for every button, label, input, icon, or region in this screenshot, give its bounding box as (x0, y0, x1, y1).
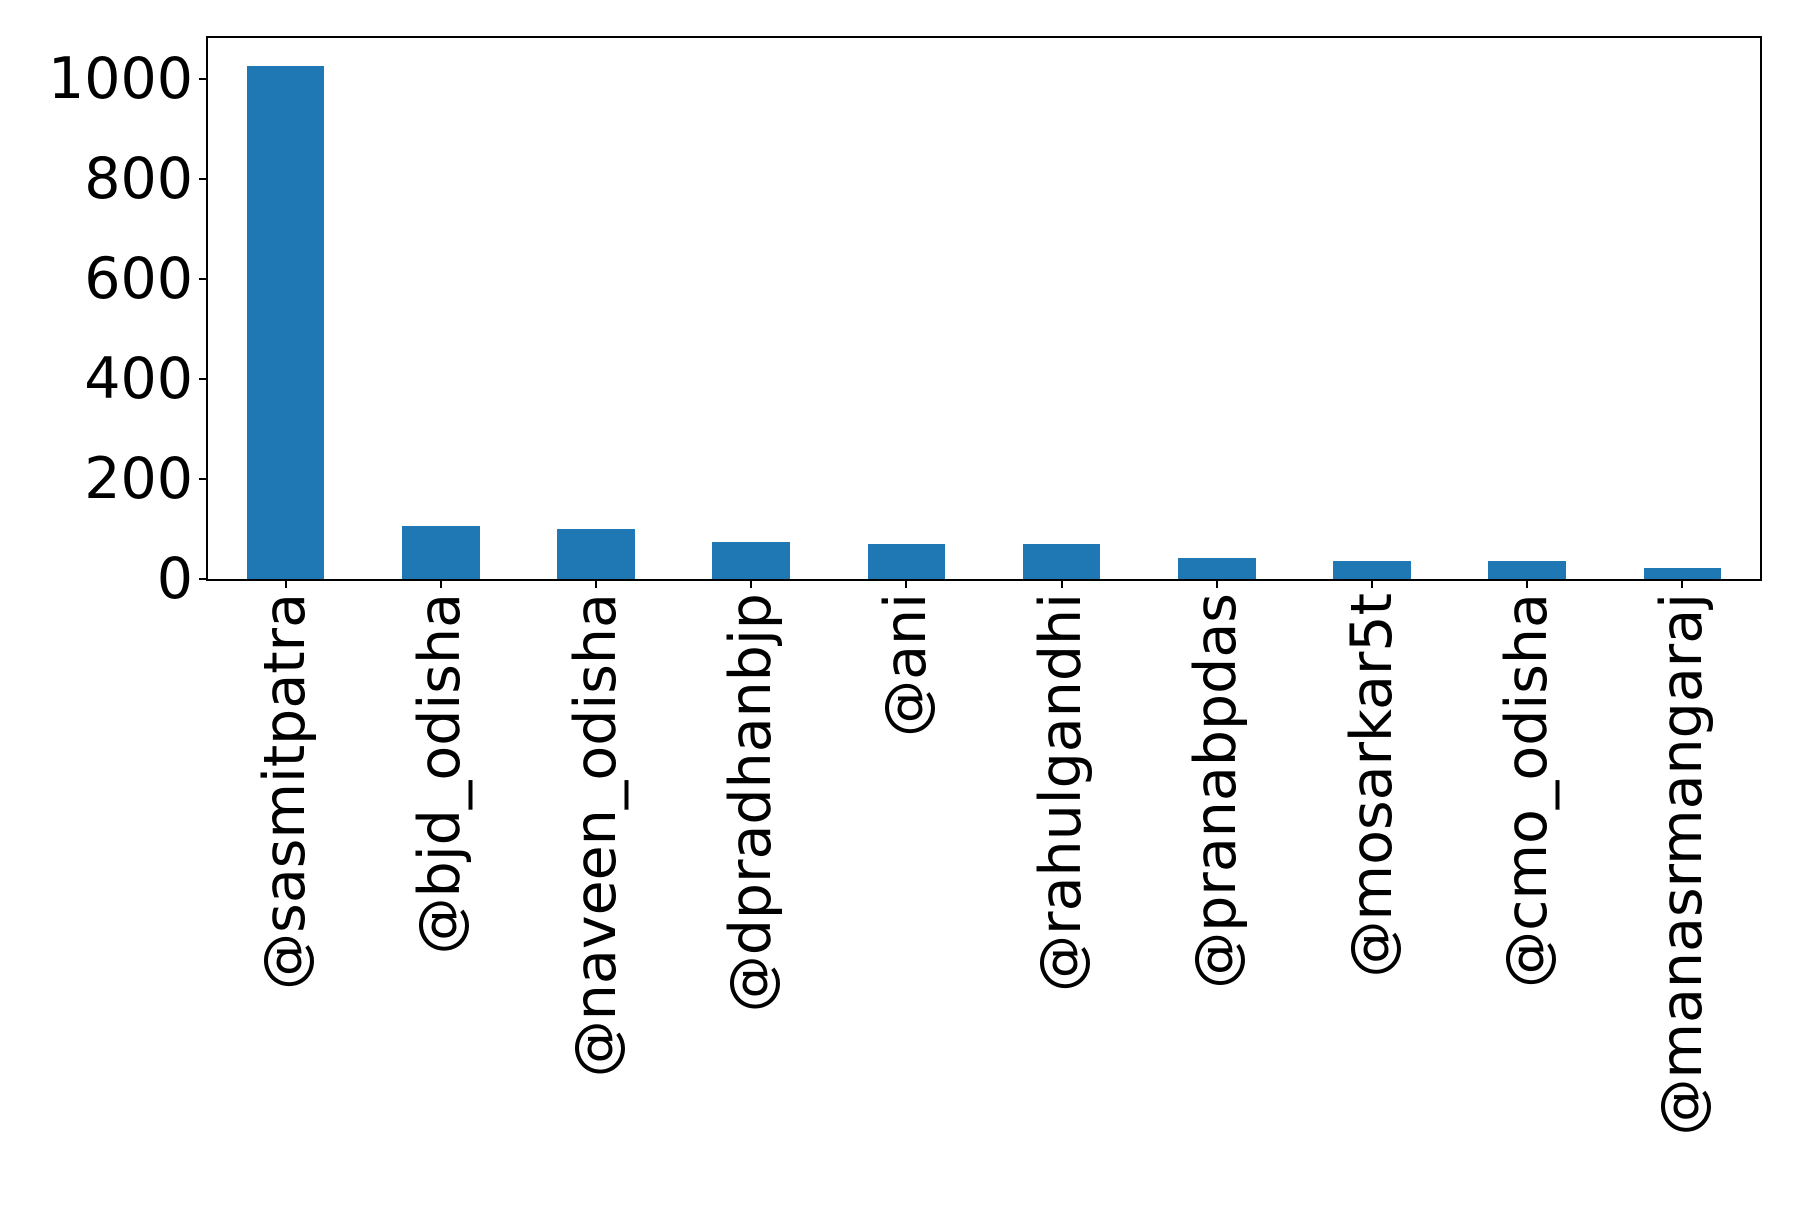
bar-pranabpdas (1178, 558, 1256, 579)
bar-naveen_odisha (557, 528, 635, 579)
y-tick-mark (199, 578, 208, 580)
x-tick-label: @rahulgandhi (1028, 593, 1095, 992)
y-tick-label: 200 (84, 445, 193, 512)
y-tick-label: 400 (84, 345, 193, 412)
x-tick-mark (1526, 579, 1529, 588)
x-tick-mark (1060, 579, 1063, 588)
x-tick-label: @ani (872, 593, 939, 737)
x-tick-label: @cmo_odisha (1493, 593, 1560, 988)
bar-sasmitpatra (246, 66, 325, 579)
x-tick-mark (1371, 579, 1373, 588)
y-tick-mark (199, 378, 208, 380)
bar-mosarkar5t (1333, 560, 1411, 579)
y-tick-mark (199, 78, 208, 80)
y-tick-label: 0 (156, 545, 193, 612)
x-tick-label: @bjd_odisha (407, 593, 474, 955)
bar-dpradhanbjp (712, 541, 790, 579)
y-tick-label: 800 (84, 145, 193, 212)
plot-area (206, 36, 1762, 581)
x-tick-mark (439, 579, 442, 588)
y-tick-mark (199, 478, 208, 480)
x-tick-mark (595, 579, 597, 588)
bar-ani (867, 543, 946, 579)
x-tick-label: @dpradhanbjp (717, 593, 784, 1013)
bar-manasrmangaraj (1643, 568, 1722, 579)
y-tick-mark (199, 178, 208, 180)
x-tick-label: @sasmitpatra (252, 593, 319, 990)
x-tick-mark (750, 579, 753, 588)
x-tick-mark (284, 579, 287, 588)
x-tick-label: @mosarkar5t (1338, 593, 1405, 978)
y-tick-mark (199, 278, 208, 280)
x-tick-mark (1215, 579, 1218, 588)
bar-rahulgandhi (1022, 544, 1101, 579)
y-tick-label: 1000 (47, 45, 193, 112)
x-tick-mark (1681, 579, 1684, 588)
x-tick-label: @pranabpdas (1183, 593, 1250, 989)
x-tick-mark (905, 579, 908, 588)
bar-cmo_odisha (1488, 560, 1566, 579)
y-tick-label: 600 (84, 245, 193, 312)
bar-bjd_odisha (402, 526, 480, 579)
x-tick-label: @manasrmangaraj (1648, 593, 1715, 1136)
x-tick-label: @naveen_odisha (562, 593, 629, 1078)
